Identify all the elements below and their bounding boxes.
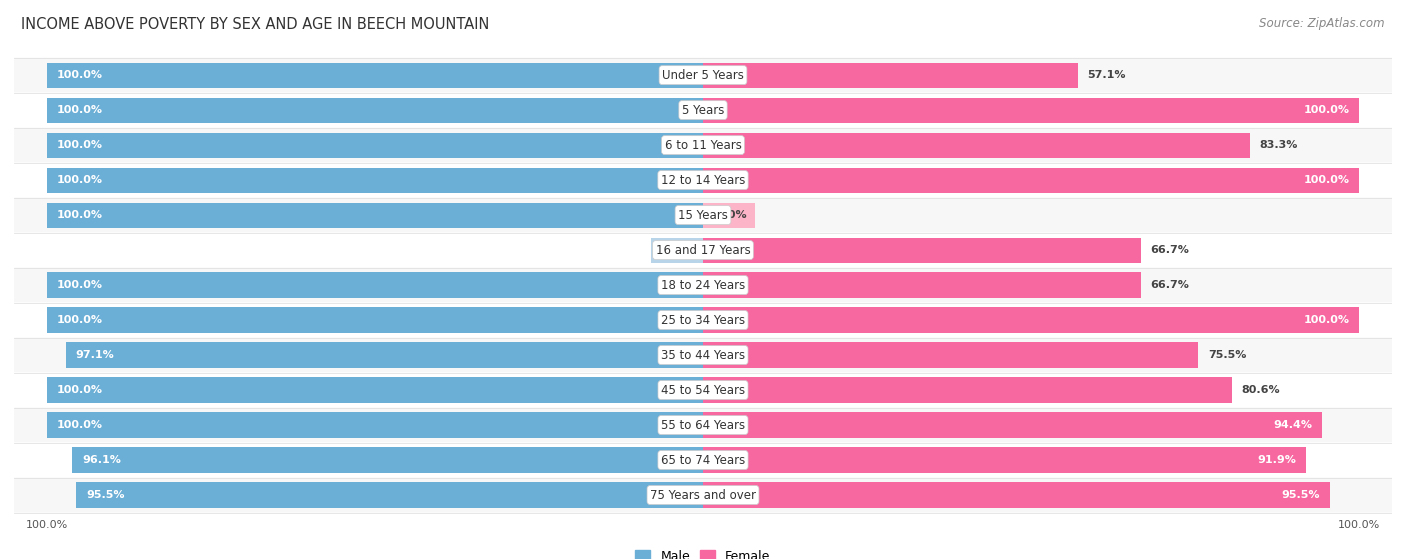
FancyBboxPatch shape — [14, 127, 1392, 163]
Text: 0.0%: 0.0% — [716, 210, 747, 220]
Text: 75 Years and over: 75 Years and over — [650, 489, 756, 501]
Bar — [703, 377, 1232, 402]
Text: 100.0%: 100.0% — [56, 105, 103, 115]
Text: 83.3%: 83.3% — [1260, 140, 1298, 150]
Text: 91.9%: 91.9% — [1257, 455, 1296, 465]
Bar — [703, 202, 755, 228]
Bar — [703, 307, 1360, 333]
Text: INCOME ABOVE POVERTY BY SEX AND AGE IN BEECH MOUNTAIN: INCOME ABOVE POVERTY BY SEX AND AGE IN B… — [21, 17, 489, 32]
Text: 66.7%: 66.7% — [1150, 280, 1189, 290]
FancyBboxPatch shape — [14, 443, 1392, 477]
Bar — [703, 447, 1306, 473]
Bar — [703, 63, 1077, 88]
FancyBboxPatch shape — [14, 302, 1392, 338]
Text: 100.0%: 100.0% — [56, 385, 103, 395]
Bar — [46, 377, 703, 402]
Bar — [703, 413, 1323, 438]
Bar — [703, 272, 1140, 298]
Bar — [703, 168, 1360, 193]
Text: 100.0%: 100.0% — [56, 140, 103, 150]
FancyBboxPatch shape — [14, 233, 1392, 268]
FancyBboxPatch shape — [14, 372, 1392, 408]
Text: 5 Years: 5 Years — [682, 103, 724, 117]
Text: 100.0%: 100.0% — [56, 315, 103, 325]
Text: 100.0%: 100.0% — [25, 519, 67, 529]
Bar — [46, 202, 703, 228]
Text: 15 Years: 15 Years — [678, 209, 728, 221]
FancyBboxPatch shape — [14, 268, 1392, 302]
Text: Source: ZipAtlas.com: Source: ZipAtlas.com — [1260, 17, 1385, 30]
FancyBboxPatch shape — [14, 408, 1392, 443]
Text: 65 to 74 Years: 65 to 74 Years — [661, 453, 745, 467]
Bar — [46, 272, 703, 298]
Bar — [703, 97, 1360, 123]
Bar — [651, 238, 703, 263]
Text: 94.4%: 94.4% — [1274, 420, 1313, 430]
FancyBboxPatch shape — [14, 58, 1392, 93]
Text: Under 5 Years: Under 5 Years — [662, 69, 744, 82]
Bar — [46, 413, 703, 438]
Text: 100.0%: 100.0% — [56, 210, 103, 220]
Text: 100.0%: 100.0% — [1303, 175, 1350, 185]
Text: 100.0%: 100.0% — [1339, 519, 1381, 529]
Legend: Male, Female: Male, Female — [630, 544, 776, 559]
Text: 16 and 17 Years: 16 and 17 Years — [655, 244, 751, 257]
Text: 0.0%: 0.0% — [659, 245, 690, 255]
Bar — [46, 97, 703, 123]
Text: 55 to 64 Years: 55 to 64 Years — [661, 419, 745, 432]
Bar — [73, 447, 703, 473]
Text: 95.5%: 95.5% — [1281, 490, 1320, 500]
Bar — [66, 343, 703, 368]
Text: 100.0%: 100.0% — [56, 175, 103, 185]
Text: 45 to 54 Years: 45 to 54 Years — [661, 383, 745, 396]
Text: 97.1%: 97.1% — [76, 350, 114, 360]
Text: 96.1%: 96.1% — [83, 455, 121, 465]
Bar — [703, 238, 1140, 263]
Text: 25 to 34 Years: 25 to 34 Years — [661, 314, 745, 326]
Text: 66.7%: 66.7% — [1150, 245, 1189, 255]
FancyBboxPatch shape — [14, 163, 1392, 198]
Bar — [46, 307, 703, 333]
Bar — [76, 482, 703, 508]
Text: 12 to 14 Years: 12 to 14 Years — [661, 174, 745, 187]
Text: 57.1%: 57.1% — [1087, 70, 1126, 80]
Text: 100.0%: 100.0% — [1303, 105, 1350, 115]
Bar — [703, 132, 1250, 158]
Bar — [46, 168, 703, 193]
Text: 18 to 24 Years: 18 to 24 Years — [661, 278, 745, 292]
Text: 100.0%: 100.0% — [56, 70, 103, 80]
Text: 100.0%: 100.0% — [1303, 315, 1350, 325]
FancyBboxPatch shape — [14, 93, 1392, 127]
Text: 100.0%: 100.0% — [56, 280, 103, 290]
Text: 80.6%: 80.6% — [1241, 385, 1281, 395]
FancyBboxPatch shape — [14, 198, 1392, 233]
Text: 35 to 44 Years: 35 to 44 Years — [661, 349, 745, 362]
Text: 75.5%: 75.5% — [1208, 350, 1247, 360]
Text: 100.0%: 100.0% — [56, 420, 103, 430]
Bar — [703, 343, 1198, 368]
Bar — [46, 132, 703, 158]
Text: 6 to 11 Years: 6 to 11 Years — [665, 139, 741, 151]
FancyBboxPatch shape — [14, 477, 1392, 513]
Bar — [703, 482, 1330, 508]
Bar — [46, 63, 703, 88]
Text: 95.5%: 95.5% — [86, 490, 125, 500]
FancyBboxPatch shape — [14, 338, 1392, 372]
